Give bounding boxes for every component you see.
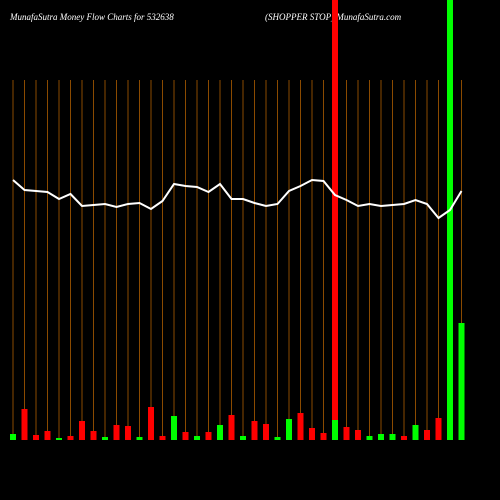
- bar: [424, 430, 430, 440]
- bar: [320, 433, 327, 440]
- bar: [148, 407, 154, 440]
- bar: [136, 437, 143, 440]
- bar: [251, 421, 258, 440]
- bar: [412, 425, 419, 440]
- bar: [182, 432, 189, 440]
- bar: [56, 438, 62, 440]
- highlight-band: [332, 0, 338, 440]
- bar: [10, 434, 16, 440]
- bar: [286, 419, 292, 440]
- bar: [102, 437, 108, 440]
- bar: [240, 436, 246, 440]
- bar: [171, 416, 177, 440]
- chart-title: MunafaSutra Money Flow Charts for 532638: [9, 12, 174, 22]
- bar: [79, 421, 85, 440]
- bar: [447, 438, 453, 440]
- bar: [228, 415, 235, 440]
- bar: [159, 436, 166, 440]
- bar: [435, 418, 442, 440]
- bar: [263, 424, 269, 440]
- bar: [458, 323, 465, 440]
- bar: [343, 427, 350, 440]
- bar: [401, 436, 407, 440]
- bar: [332, 420, 338, 440]
- money-flow-line: [12, 178, 463, 220]
- bar: [125, 426, 131, 440]
- bar: [378, 434, 384, 440]
- highlight-band: [447, 0, 453, 440]
- bar: [67, 436, 74, 440]
- bar: [21, 409, 28, 440]
- bar: [205, 432, 212, 440]
- bar: [366, 436, 373, 440]
- bar: [217, 425, 223, 440]
- bar: [309, 428, 315, 440]
- bar: [194, 436, 200, 440]
- bar: [297, 413, 304, 440]
- bar: [274, 437, 281, 440]
- bar: [113, 425, 120, 440]
- bar: [33, 435, 39, 440]
- bar: [44, 431, 51, 440]
- bar: [90, 431, 97, 440]
- bar: [355, 430, 361, 440]
- bar: [389, 434, 396, 440]
